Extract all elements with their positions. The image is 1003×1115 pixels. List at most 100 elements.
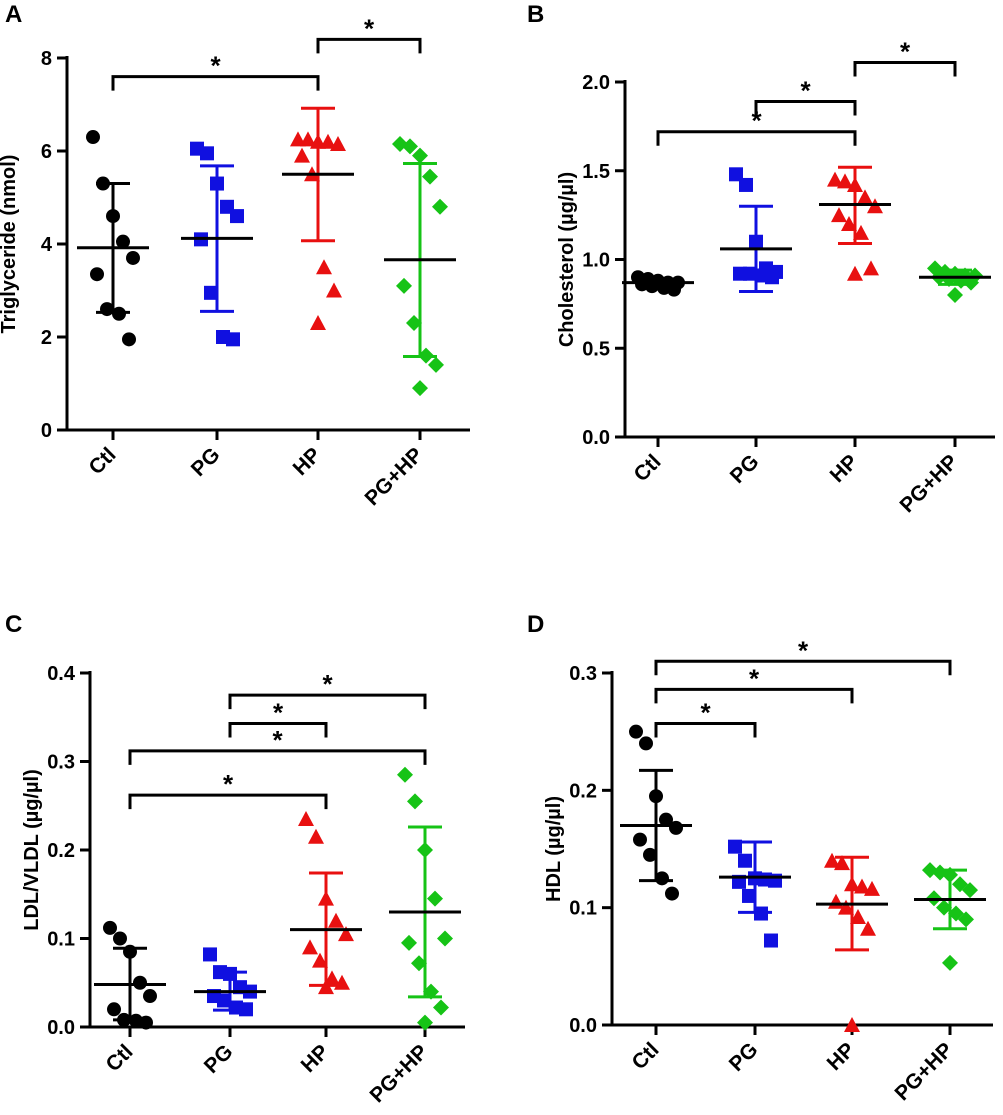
x-tick-label: PG: [726, 450, 764, 488]
data-point: [936, 899, 952, 916]
data-point: [230, 209, 244, 224]
data-point: [320, 133, 336, 149]
data-point: [765, 270, 779, 285]
series-ctl: [620, 724, 692, 901]
data-point: [629, 724, 643, 739]
significance-bracket: [316, 37, 422, 54]
y-tick-label: 0.1: [47, 929, 75, 951]
data-point: [310, 315, 326, 331]
data-point: [659, 812, 673, 827]
significance-star: *: [210, 51, 221, 81]
data-point: [669, 820, 683, 835]
data-point: [300, 131, 316, 147]
data-point: [143, 989, 157, 1004]
series-hp: [816, 852, 888, 1032]
data-point: [844, 1017, 860, 1032]
x-tick-label: PG: [200, 1040, 238, 1078]
series-pg: [719, 839, 791, 948]
data-point: [850, 909, 866, 925]
significance-star: *: [322, 669, 333, 699]
data-point: [200, 146, 214, 161]
data-point: [831, 207, 847, 223]
series-hp: [282, 106, 354, 331]
x-tick-label: Ctl: [627, 1038, 663, 1074]
data-point: [396, 277, 412, 294]
data-point: [427, 890, 443, 907]
y-axis-title: LDL/VLDL (µg/µl): [21, 769, 43, 931]
y-tick-label: 0.5: [582, 338, 610, 360]
significance-star: *: [751, 106, 762, 136]
data-point: [407, 793, 423, 810]
y-tick-label: 0.4: [47, 663, 76, 685]
data-point: [639, 736, 653, 751]
y-tick-label: 2: [41, 327, 52, 349]
panel-letter: B: [527, 1, 544, 28]
y-tick-label: 1.0: [582, 250, 610, 272]
data-point: [942, 954, 958, 971]
data-point: [857, 189, 873, 205]
data-point: [739, 177, 753, 192]
series-pg-hp: [389, 766, 461, 1031]
data-point: [667, 282, 681, 297]
y-axis-title: HDL (µg/µl): [543, 796, 565, 902]
significance-bracket: [853, 60, 957, 77]
data-point: [330, 136, 346, 152]
y-tick-label: 0.2: [569, 780, 597, 802]
panel-letter: C: [5, 611, 22, 638]
x-tick-label: PG: [725, 1038, 763, 1076]
data-point: [827, 171, 843, 187]
significance-bracket: [654, 687, 854, 704]
y-tick-label: 0.3: [47, 752, 75, 774]
data-point: [107, 1002, 121, 1017]
significance-star: *: [800, 76, 811, 106]
x-tick-label: Ctl: [84, 443, 120, 479]
data-point: [103, 920, 117, 935]
series-pg: [181, 141, 253, 347]
series-ctl: [77, 130, 149, 347]
data-point: [411, 955, 427, 972]
significance-star: *: [900, 36, 911, 66]
data-point: [837, 173, 853, 189]
series-pg: [194, 947, 266, 1017]
data-point: [86, 130, 100, 145]
data-point: [116, 234, 130, 249]
significance-bracket: [654, 721, 757, 738]
y-tick-label: 8: [41, 48, 52, 70]
y-tick-label: 0.1: [569, 898, 597, 920]
data-point: [947, 287, 963, 303]
data-point: [854, 878, 870, 894]
panel-C: C 0.0 0.1 0.2 0.3 0.4 LDL/VLDL (µg/µl) Ctl PG HP P…: [5, 611, 465, 1107]
data-point: [113, 931, 127, 946]
data-point: [847, 265, 863, 281]
data-point: [824, 852, 840, 868]
series-hp: [290, 811, 362, 995]
panel-B: B 0.0 0.5 1.0 1.5 2.0 Cholesterol (µg/µl) Ctl PG…: [527, 1, 995, 517]
data-point: [122, 332, 136, 347]
significance-bracket: [128, 793, 328, 810]
data-point: [853, 224, 869, 240]
data-point: [838, 899, 854, 915]
data-point: [962, 882, 978, 899]
series-ctl: [94, 920, 166, 1030]
x-tick-label: Ctl: [101, 1040, 137, 1076]
x-tick-label: PG+HP: [361, 443, 428, 510]
data-point: [437, 930, 453, 947]
significance-star: *: [749, 663, 760, 693]
series-pg-hp: [914, 862, 986, 971]
significance-star: *: [272, 725, 283, 755]
data-point: [126, 250, 140, 265]
data-point: [217, 993, 231, 1008]
data-point: [133, 975, 147, 990]
data-point: [298, 811, 314, 827]
data-point: [417, 1014, 433, 1031]
data-point: [433, 999, 449, 1016]
panel-D: D 0.0 0.1 0.2 0.3 HDL (µg/µl) Ctl PG HP PG+HP * * *: [527, 611, 993, 1105]
significance-star: *: [798, 635, 809, 665]
x-tick-label: Ctl: [629, 450, 665, 486]
y-tick-label: 2.0: [582, 72, 610, 94]
data-point: [958, 911, 974, 928]
panel-letter: D: [527, 611, 544, 638]
data-point: [729, 167, 743, 182]
data-point: [633, 832, 647, 847]
